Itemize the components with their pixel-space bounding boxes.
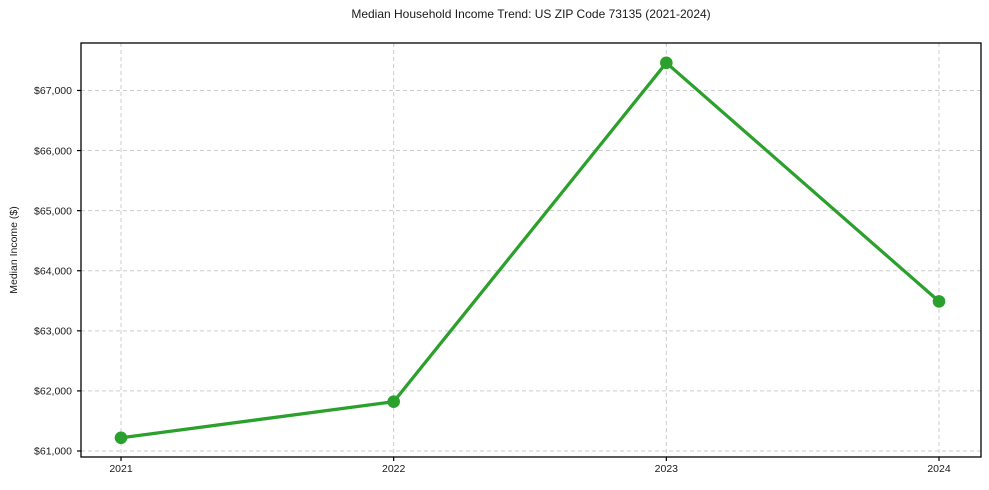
plot-border <box>80 42 982 458</box>
y-tick-label: $61,000 <box>34 446 72 458</box>
trend-line <box>119 61 941 440</box>
y-tick-label: $62,000 <box>34 386 72 398</box>
x-tick-label: 2021 <box>109 463 133 475</box>
x-tick-label: 2022 <box>382 463 406 475</box>
data-point-2024 <box>932 295 946 308</box>
data-point-2021 <box>114 431 128 445</box>
y-tick-label: $64,000 <box>34 265 72 277</box>
x-tick-label: 2023 <box>655 463 679 475</box>
y-tick-label: $63,000 <box>34 326 72 338</box>
y-tick-label: $67,000 <box>34 85 72 97</box>
y-tick-label: $65,000 <box>34 205 72 217</box>
x-tick-label: 2024 <box>927 463 951 475</box>
data-point-2023 <box>660 56 673 70</box>
chart-title: Median Household Income Trend: US ZIP Co… <box>351 7 711 21</box>
data-point-2022 <box>387 395 400 409</box>
y-tick-label: $66,000 <box>34 145 72 157</box>
y-axis-label: Median Income ($) <box>8 206 20 294</box>
